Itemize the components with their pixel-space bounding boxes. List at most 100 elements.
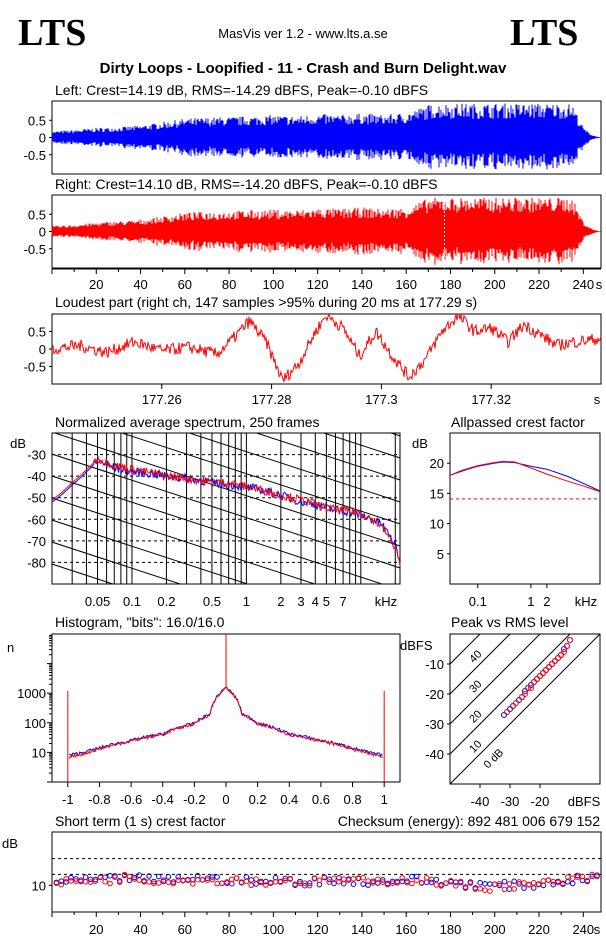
spectrum-xtick-label: 5 [323, 594, 330, 609]
short-term-crest-point-right [331, 875, 337, 882]
short-term-crest-point-right [501, 886, 508, 893]
peak-vs-rms-point-left [507, 706, 513, 712]
short-term-crest-point-left [574, 872, 581, 879]
allpassed-crest-ytick-label: 15 [430, 486, 444, 501]
peak-vs-rms-point-right [513, 700, 519, 706]
peak-vs-rms-point-left [522, 688, 528, 694]
histogram-xtick-label: -1 [62, 792, 74, 807]
short-term-crest-xtick-label: 180 [440, 922, 462, 937]
spectrum-ytick-label: -70 [27, 534, 46, 549]
short-term-crest-point-left [165, 874, 172, 880]
spectrum-slope-line [52, 453, 400, 569]
short-term-crest-frame [51, 831, 602, 913]
right-waveform-xtick-label: 160 [395, 277, 417, 292]
short-term-crest-point-left [136, 872, 142, 878]
short-term-crest-point-right [68, 878, 74, 884]
histogram-ytick-label: 100 [24, 716, 46, 731]
histogram-xtick-label: -0.6 [120, 792, 142, 807]
histogram-ytick-label: 10 [32, 745, 46, 760]
short-term-crest-point-right [399, 875, 406, 881]
allpassed-crest-ytick-label: 10 [430, 517, 444, 532]
right-waveform-ytick-label: -0.5 [24, 242, 46, 257]
short-term-crest-point-right [311, 875, 318, 881]
short-term-crest-point-right [448, 877, 454, 884]
short-term-crest-point-right [375, 876, 381, 883]
peak-vs-rms-crest-line [450, 634, 571, 755]
spectrum-slope-line [52, 497, 317, 584]
short-term-crest-point-left [496, 882, 503, 889]
spectrum-xtick-label: 0.5 [203, 594, 221, 609]
short-term-crest-point-left [248, 877, 254, 883]
peak-vs-rms-point-right [537, 673, 543, 679]
spectrum-xtick-label: 3 [297, 594, 304, 609]
peak-vs-rms-point-right [552, 658, 558, 664]
histogram-title: Histogram, "bits": 16.0/16.0 [55, 614, 225, 630]
short-term-crest-point-left [350, 881, 357, 888]
peak-vs-rms-point-right [510, 703, 516, 709]
allpassed-crest-series-right [449, 460, 601, 493]
peak-vs-rms-xtick-label: -40 [471, 794, 490, 809]
loudest-part-xtick-label: 177.3 [365, 392, 398, 407]
spectrum-series-left [51, 458, 401, 566]
short-term-crest-point-right [394, 880, 401, 886]
short-term-crest-point-right [92, 878, 99, 885]
loudest-part-xlabel: s [594, 392, 601, 407]
short-term-crest-point-left [194, 872, 201, 879]
file-title: Dirty Loops - Loopified - 11 - Crash and… [100, 60, 507, 77]
short-term-crest-point-left [433, 876, 440, 883]
histogram-xtick-label: 0.6 [312, 792, 330, 807]
short-term-crest-point-right [160, 877, 167, 883]
peak-vs-rms-point-right [543, 667, 549, 673]
histogram-series-right [68, 686, 383, 759]
peak-vs-rms-point-right [561, 649, 567, 655]
peak-vs-rms-ytick-label: -40 [425, 747, 444, 762]
spectrum-slope-line [52, 519, 250, 584]
spectrum-xtick-label: 0.2 [157, 594, 175, 609]
short-term-crest-point-left [511, 878, 518, 885]
peak-vs-rms-crest-line [450, 634, 600, 784]
short-term-crest-point-left [253, 881, 259, 887]
short-term-crest-point-right [170, 880, 177, 887]
right-waveform-xtick-label: 180 [440, 277, 462, 292]
peak-vs-rms-xtick-label: -20 [531, 794, 550, 809]
spectrum-ytick-label: -60 [27, 512, 46, 527]
short-term-crest-point-right [535, 881, 542, 888]
histogram-xtick-label: 0.8 [344, 792, 362, 807]
histogram-xtick-label: -0.8 [88, 792, 110, 807]
peak-vs-rms-point-right [567, 637, 573, 643]
short-term-crest-point-left [360, 881, 367, 887]
peak-vs-rms-point-left [501, 712, 507, 718]
spectrum-xtick-label: 0.05 [85, 594, 110, 609]
right-waveform-xtick-label: 20 [89, 277, 103, 292]
short-term-crest-point-left [155, 873, 162, 880]
short-term-crest-point-left [92, 876, 99, 883]
peak-vs-rms-crest-line [450, 634, 511, 695]
peak-vs-rms-ytick-label: -10 [425, 657, 444, 672]
loudest-part-signal [51, 312, 602, 383]
short-term-crest-point-right [258, 879, 264, 886]
peak-vs-rms-crest-label: 30 [467, 678, 484, 695]
short-term-crest-point-right [63, 876, 69, 882]
allpassed-crest-title: Allpassed crest factor [451, 414, 585, 430]
short-term-crest-point-right [165, 879, 172, 886]
peak-vs-rms-point-right [534, 676, 540, 682]
spectrum-xlabel: kHz [375, 594, 397, 609]
peak-vs-rms-crest-label: 40 [467, 648, 484, 665]
peak-vs-rms-point-right [555, 655, 561, 661]
short-term-crest-point-right [579, 873, 586, 880]
peak-vs-rms-ytick-label: -20 [425, 687, 444, 702]
short-term-crest-point-right [316, 877, 323, 884]
short-term-crest-point-left [501, 878, 508, 885]
short-term-crest-point-left [297, 878, 303, 885]
short-term-crest-point-left [214, 874, 220, 880]
peak-vs-rms-point-right [564, 643, 570, 649]
allpassed-crest-ylabel: dB [412, 436, 428, 451]
allpassed-crest-xlabel: kHz [575, 594, 597, 609]
short-term-crest-point-right [482, 887, 488, 894]
spectrum-slope-line [52, 541, 182, 584]
short-term-crest-ylabel: dB [2, 836, 18, 851]
short-term-crest-point-right [155, 880, 162, 886]
short-term-crest-point-right [521, 880, 527, 886]
short-term-crest-point-right [146, 879, 152, 885]
peak-vs-rms-point-right [558, 652, 564, 658]
